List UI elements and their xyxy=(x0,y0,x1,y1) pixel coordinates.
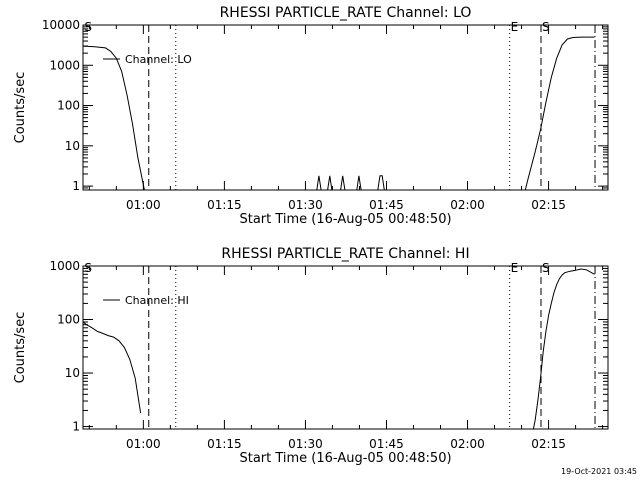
y-tick-label: 1 xyxy=(72,179,80,193)
x-tick-label: 01:30 xyxy=(288,198,323,212)
series-line xyxy=(82,45,145,191)
y-tick-label: 100 xyxy=(57,313,80,327)
series-line xyxy=(82,321,142,413)
x-tick-label: 01:45 xyxy=(369,198,404,212)
y-tick-label: 1 xyxy=(72,420,80,434)
x-tick-label: 02:00 xyxy=(450,437,485,451)
x-axis-label: Start Time (16-Aug-05 00:48:50) xyxy=(239,451,451,466)
legend-label: Channel: HI xyxy=(125,294,189,307)
x-tick-label: 02:00 xyxy=(450,198,485,212)
series-line xyxy=(532,268,595,430)
footer-timestamp: 19-Oct-2021 03:45 xyxy=(561,467,637,476)
chart-title: RHESSI PARTICLE_RATE Channel: HI xyxy=(221,246,469,262)
series-line xyxy=(144,175,386,191)
x-tick-label: 01:00 xyxy=(126,437,161,451)
x-tick-label: 01:15 xyxy=(207,198,242,212)
lo-channel-plot: RHESSI PARTICLE_RATE Channel: LO 01:00 01:… xyxy=(13,5,609,227)
plot-frame xyxy=(82,24,609,191)
time-marker-label: S xyxy=(542,261,550,275)
chart-title: RHESSI PARTICLE_RATE Channel: LO xyxy=(220,5,472,21)
time-marker-label: S xyxy=(84,261,92,275)
hi-channel-plot: RHESSI PARTICLE_RATE Channel: HI 01:00 01:… xyxy=(13,246,609,466)
time-marker-label: S xyxy=(542,20,550,34)
x-tick-label: 02:15 xyxy=(531,198,566,212)
y-tick-label: 10 xyxy=(65,139,80,153)
y-axis-label: Counts/sec xyxy=(13,72,28,144)
time-marker-label: S xyxy=(84,20,92,34)
series-line xyxy=(385,36,595,191)
x-tick-label: 02:15 xyxy=(531,437,566,451)
y-axis-label: Counts/sec xyxy=(13,312,28,384)
time-marker-label: E xyxy=(511,20,519,34)
plot-frame xyxy=(82,265,609,430)
x-tick-label: 01:45 xyxy=(369,437,404,451)
y-tick-label: 10000 xyxy=(42,18,80,32)
x-axis-label: Start Time (16-Aug-05 00:48:50) xyxy=(239,212,451,227)
y-tick-label: 1000 xyxy=(49,259,80,273)
x-tick-label: 01:00 xyxy=(126,198,161,212)
y-tick-label: 100 xyxy=(57,99,80,113)
x-tick-label: 01:15 xyxy=(207,437,242,451)
y-tick-label: 1000 xyxy=(49,58,80,72)
y-tick-label: 10 xyxy=(65,366,80,380)
time-marker-label: E xyxy=(511,261,519,275)
legend-label: Channel: LO xyxy=(125,53,192,66)
x-tick-label: 01:30 xyxy=(288,437,323,451)
